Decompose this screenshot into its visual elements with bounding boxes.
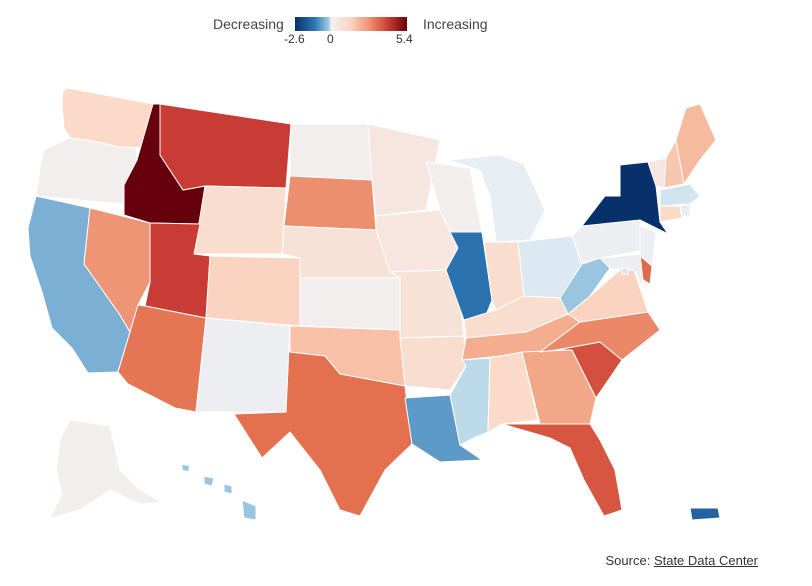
source-link[interactable]: State Data Center — [653, 553, 758, 568]
state-oregon[interactable]: Oregon — [35, 137, 138, 205]
source-note: Source: State Data Center — [606, 553, 758, 568]
state-new-mexico[interactable]: New Mexico — [195, 317, 291, 413]
state-south-dakota[interactable]: South Dakota — [283, 175, 377, 231]
legend-zero-tick: 0 — [327, 32, 334, 46]
legend-max-tick: 5.4 — [396, 32, 413, 46]
color-legend: Decreasing Increasing -2.6 0 5.4 — [0, 0, 812, 60]
source-prefix: Source: — [605, 553, 654, 568]
state-montana[interactable]: Montana — [159, 103, 292, 191]
state-florida[interactable]: Florida — [501, 423, 623, 517]
state-north-dakota[interactable]: North Dakota — [289, 123, 373, 181]
state-maryland[interactable]: Maryland — [599, 253, 645, 291]
state-minnesota[interactable]: Minnesota — [367, 123, 441, 217]
state-colorado[interactable]: Colorado — [205, 255, 301, 327]
state-maine[interactable]: Maine — [675, 103, 717, 185]
map-svg: WashingtonOregonCaliforniaNevadaIdahoMon… — [27, 87, 721, 521]
state-texas[interactable]: Texas — [233, 325, 413, 517]
state-michigan[interactable]: Michigan — [447, 154, 546, 243]
state-arkansas[interactable]: Arkansas — [399, 335, 467, 391]
state-massachusetts[interactable]: Massachusetts — [659, 183, 701, 207]
us-choropleth-map: WashingtonOregonCaliforniaNevadaIdahoMon… — [0, 60, 812, 540]
state-rhode-island[interactable]: Rhode Island — [679, 203, 691, 217]
legend-decreasing-label: Decreasing — [213, 16, 284, 32]
state-alaska[interactable]: Alaska — [49, 419, 163, 519]
state-connecticut[interactable]: Connecticut — [659, 205, 683, 223]
legend-min-tick: -2.6 — [284, 32, 305, 46]
state-alabama[interactable]: Alabama — [487, 351, 539, 433]
state-puerto-rico[interactable]: Puerto Rico — [689, 507, 721, 521]
legend-color-bar — [295, 17, 407, 31]
state-hawaii[interactable]: Hawaii — [181, 463, 257, 521]
state-kansas[interactable]: Kansas — [299, 277, 401, 331]
state-district-of-columbia[interactable]: District of Columbia — [621, 267, 629, 275]
legend-increasing-label: Increasing — [423, 16, 488, 32]
state-wyoming[interactable]: Wyoming — [193, 185, 287, 255]
